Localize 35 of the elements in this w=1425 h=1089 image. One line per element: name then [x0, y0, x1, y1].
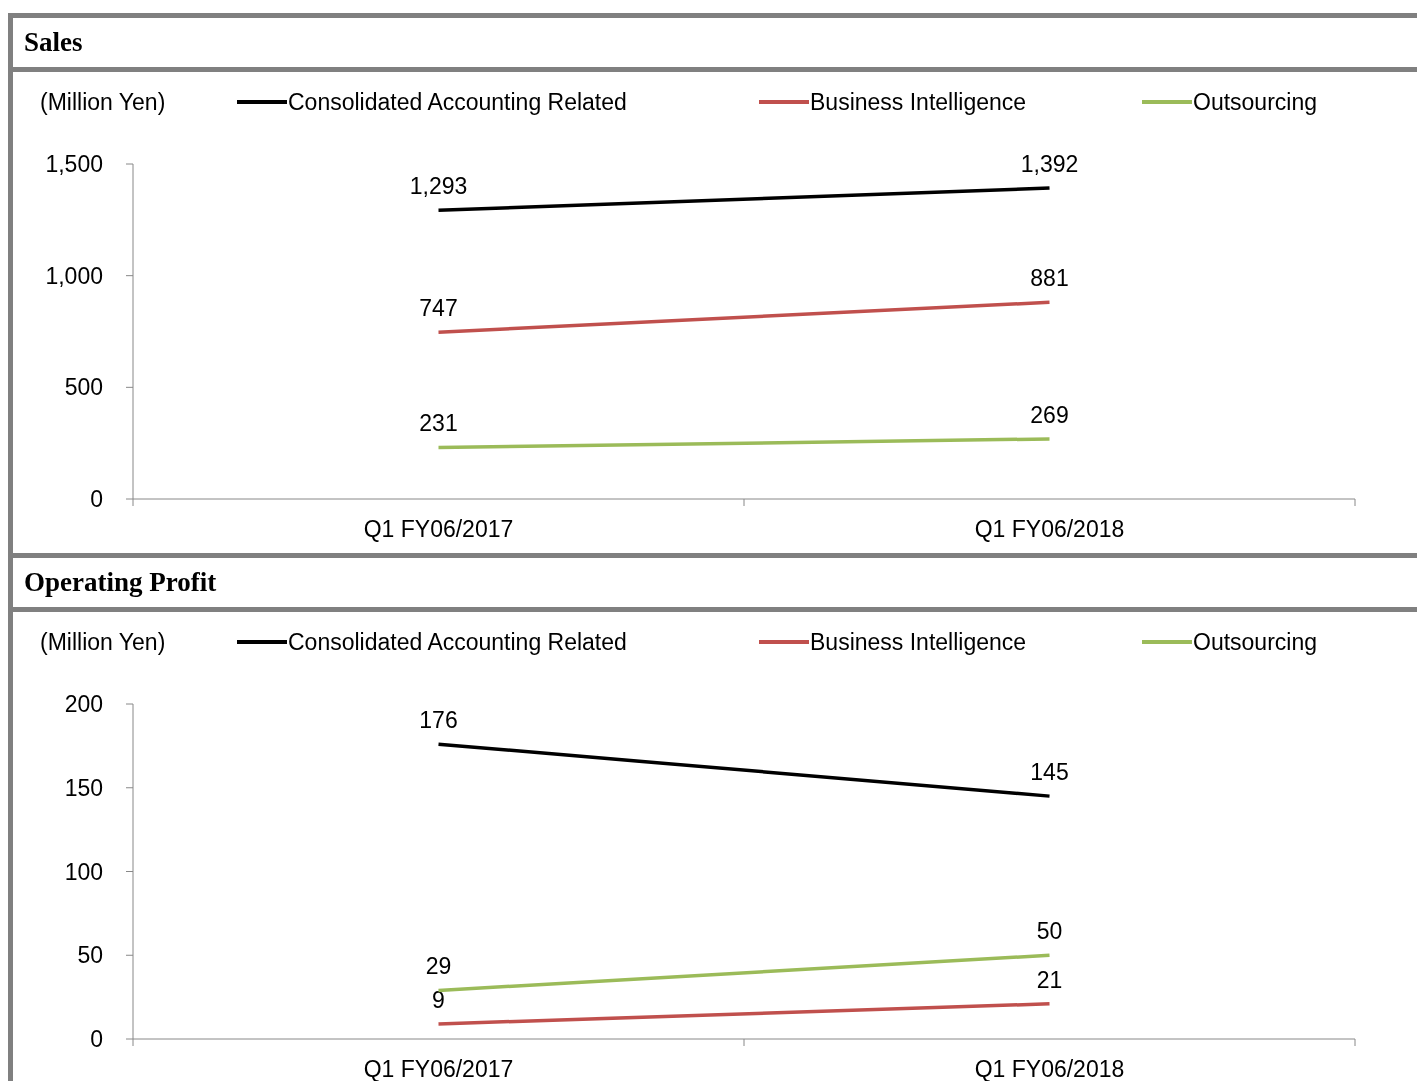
data-label: 1,293: [409, 173, 468, 200]
x-tick-label: Q1 FY06/2018: [974, 516, 1125, 542]
y-tick-label: 1,500: [45, 151, 103, 178]
y-tick-label: 100: [64, 858, 103, 885]
data-label: 1,392: [1020, 151, 1079, 178]
y-tick-label: 500: [64, 374, 103, 401]
x-tick-label: Q1 FY06/2017: [363, 516, 514, 542]
legend-label: Outsourcing: [1193, 89, 1318, 115]
data-label: 269: [1030, 401, 1069, 428]
data-label: 176: [419, 707, 458, 734]
chart-title: Sales: [24, 27, 83, 57]
y-tick-label: 150: [64, 774, 103, 801]
y-tick-label: 50: [77, 942, 103, 969]
data-label: 881: [1030, 265, 1069, 292]
y-axis-title: (Million Yen): [40, 629, 166, 655]
data-label: 145: [1030, 759, 1069, 786]
y-tick-label: 0: [90, 486, 103, 513]
x-tick-label: Q1 FY06/2018: [974, 1056, 1125, 1082]
data-label: 29: [425, 953, 452, 980]
legend-label: Outsourcing: [1193, 629, 1318, 655]
y-axis-title: (Million Yen): [40, 89, 166, 115]
y-tick-label: 200: [64, 691, 103, 718]
legend-label: Business Intelligence: [810, 89, 1027, 115]
legend-label: Business Intelligence: [810, 629, 1027, 655]
legend-label: Consolidated Accounting Related: [288, 629, 627, 655]
data-label: 747: [419, 295, 458, 322]
data-label: 231: [419, 410, 458, 437]
y-tick-label: 1,000: [45, 262, 103, 289]
legend-label: Consolidated Accounting Related: [288, 89, 627, 115]
chart-title: Operating Profit: [24, 567, 217, 597]
data-label: 9: [432, 986, 445, 1013]
y-tick-label: 0: [90, 1026, 103, 1053]
x-tick-label: Q1 FY06/2017: [363, 1056, 514, 1082]
data-label: 50: [1036, 918, 1063, 945]
data-label: 21: [1036, 966, 1063, 993]
